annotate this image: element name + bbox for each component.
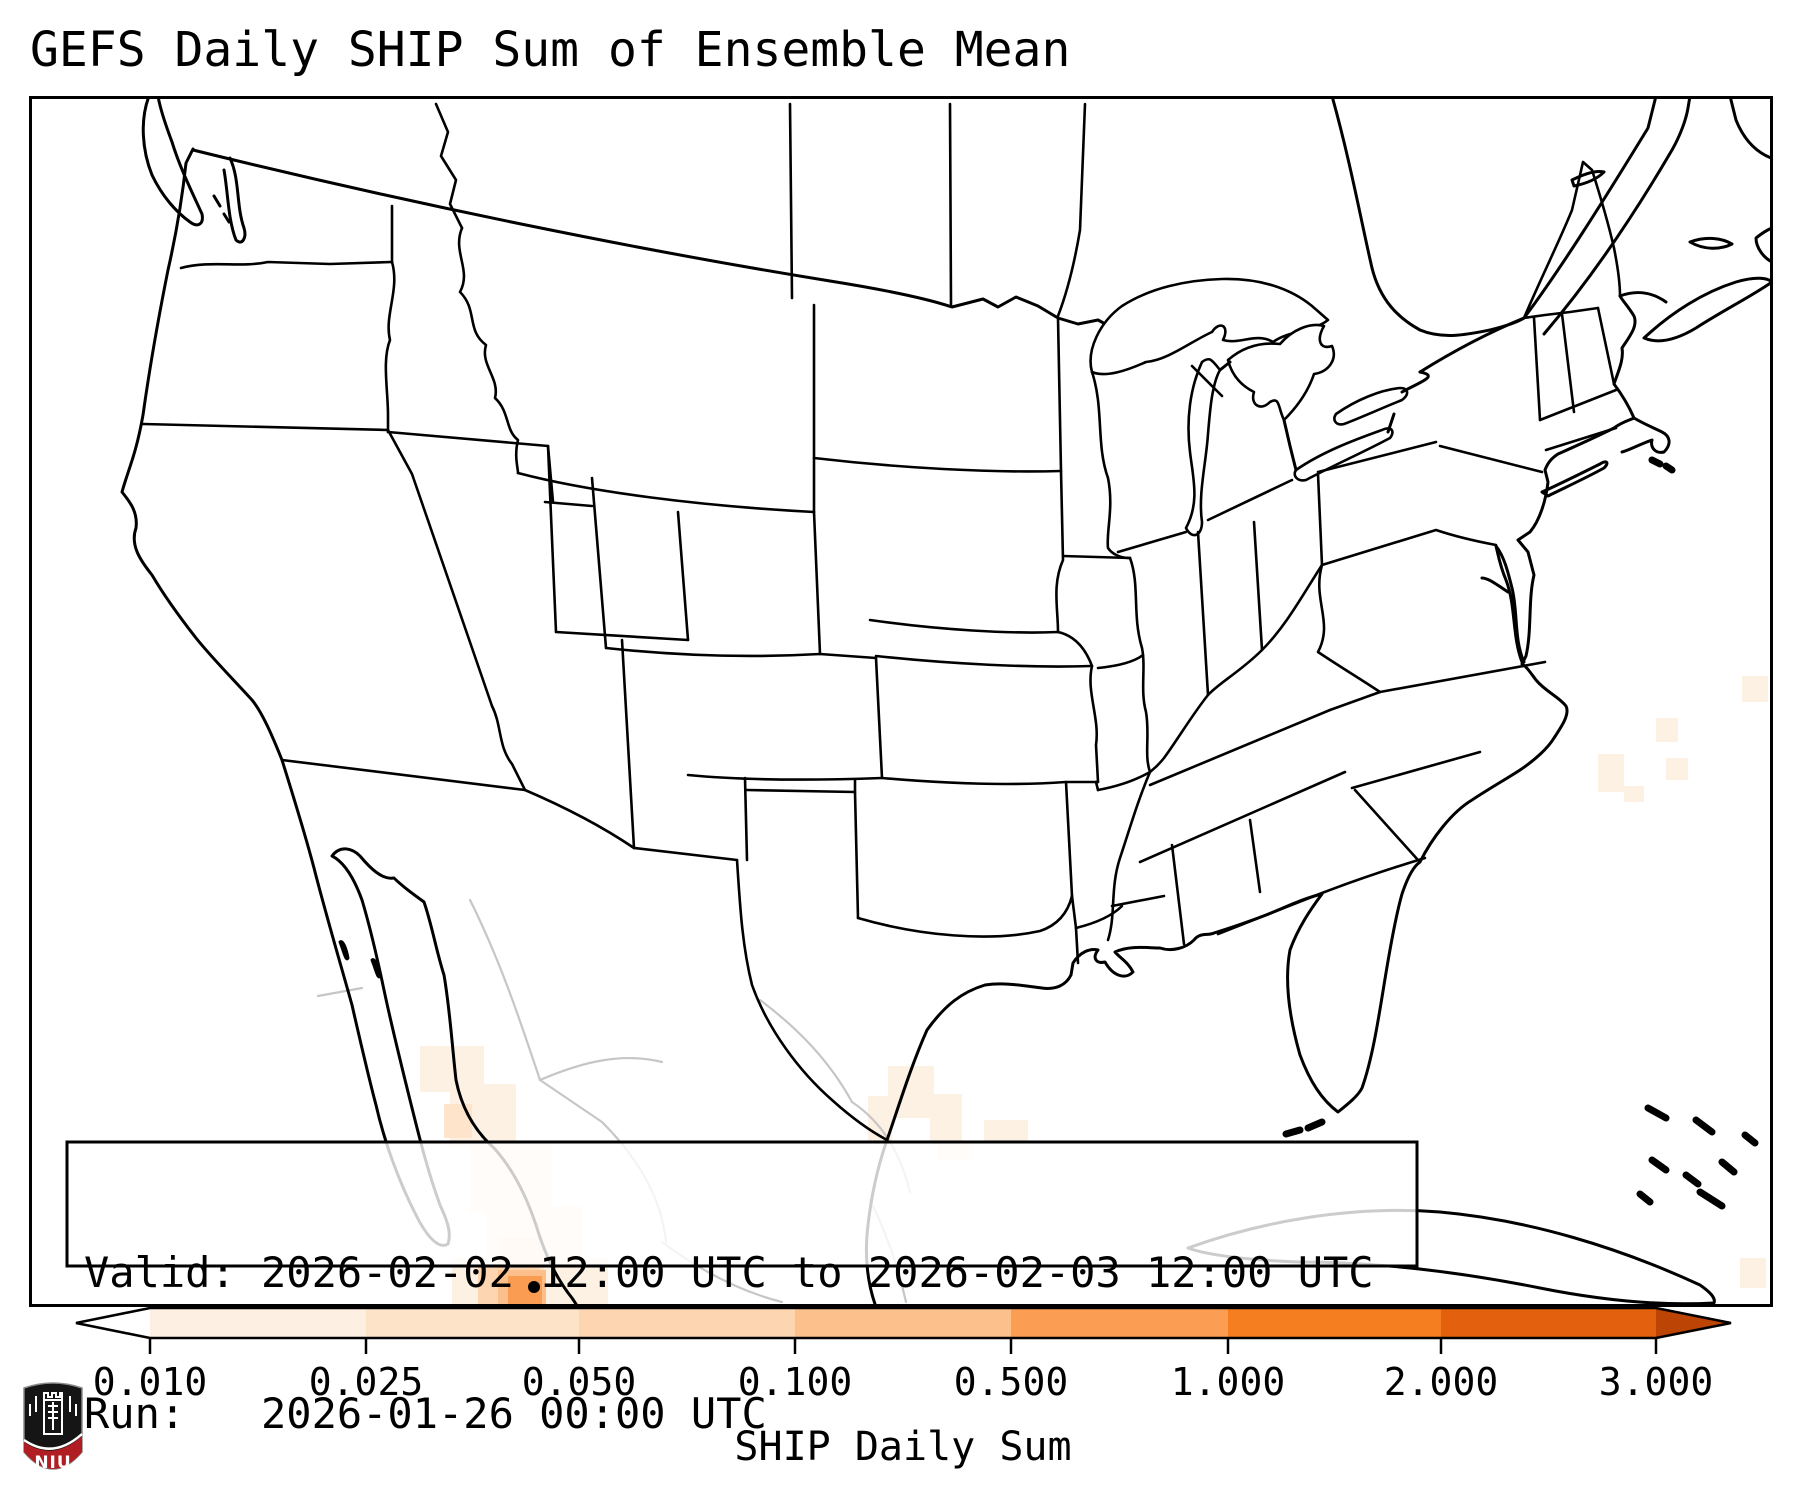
colorbar-axis-label: SHIP Daily Sum <box>734 1424 1072 1470</box>
shield-divider <box>23 1433 83 1450</box>
colorbar-tick-label: 0.100 <box>737 1360 853 1404</box>
colorbar-tick-label: 0.025 <box>308 1360 424 1404</box>
colorbar-segment <box>1441 1308 1656 1338</box>
ship-patch <box>984 1120 1028 1142</box>
gulf-of-california-islands <box>338 940 382 979</box>
ship-patch <box>930 1094 962 1146</box>
colorbar-segment <box>366 1308 579 1338</box>
long-island <box>1540 460 1609 498</box>
chesapeake-bay <box>1480 544 1526 664</box>
florida-keys-dashes <box>1282 1118 1326 1138</box>
colorbar-ticks <box>148 1338 1658 1354</box>
lake-erie <box>1293 427 1394 482</box>
colorbar-segment <box>579 1308 795 1338</box>
great-lakes <box>1089 277 1430 537</box>
canada-borders <box>191 98 1771 374</box>
castle-icon <box>29 1392 77 1435</box>
ship-patch <box>1624 786 1644 802</box>
colorbar-tick-label: 0.050 <box>521 1360 637 1404</box>
map-frame <box>29 96 1773 1307</box>
ship-patch <box>1742 676 1768 702</box>
colorbar-segment <box>1228 1308 1441 1338</box>
info-box <box>65 1140 1419 1268</box>
colorbar-tick-label: 1.000 <box>1170 1360 1286 1404</box>
state-borders-east <box>1070 306 1618 965</box>
colorbar-segment <box>795 1308 1011 1338</box>
ship-patch <box>444 1104 472 1138</box>
ship-patch <box>1666 758 1688 780</box>
lake-michigan <box>1184 357 1222 537</box>
niu-logo: NIU <box>23 1382 83 1473</box>
state-borders-midwest <box>812 316 1324 942</box>
coastal-point-marker <box>528 1281 540 1293</box>
colorbar-tick-label: 0.500 <box>953 1360 1069 1404</box>
us-canada-border <box>191 148 1154 343</box>
pacific-northwest-coast <box>141 98 247 244</box>
run-time-line: Run: 2026-01-26 00:00 UTC <box>84 1389 767 1438</box>
colorbar-tick-label: 2.000 <box>1383 1360 1499 1404</box>
colorbar-extend-left <box>76 1308 150 1338</box>
lake-ontario <box>1333 386 1409 426</box>
info-box-text: Valid: 2026-02-02 12:00 UTC to 2026-02-0… <box>67 1142 1417 1437</box>
colorbar-tick-label: 0.010 <box>92 1360 208 1404</box>
niu-logo-text: NIU <box>34 1453 71 1473</box>
valid-time-line: Valid: 2026-02-02 12:00 UTC to 2026-02-0… <box>84 1248 1374 1297</box>
bahamas-dashes <box>1636 1104 1759 1210</box>
colorbar-extend-right <box>1656 1308 1731 1338</box>
ship-patch <box>1598 754 1624 792</box>
colorbar-tick-label: 3.000 <box>1598 1360 1714 1404</box>
gulf-atlantic-coastline <box>885 294 1671 1142</box>
nantucket-dashes <box>1648 456 1676 474</box>
colorbar-segment <box>1011 1308 1228 1338</box>
figure-title: GEFS Daily SHIP Sum of Ensemble Mean <box>30 22 1071 78</box>
ship-patch <box>1740 1258 1766 1288</box>
lake-huron <box>1226 323 1335 422</box>
niu-shield-red <box>24 1436 82 1469</box>
state-borders-west <box>141 204 1100 1142</box>
colorbar-segment <box>150 1308 366 1338</box>
colorbar <box>75 1306 1732 1354</box>
maine-borders <box>1522 160 1622 320</box>
ship-patch <box>1656 718 1678 742</box>
